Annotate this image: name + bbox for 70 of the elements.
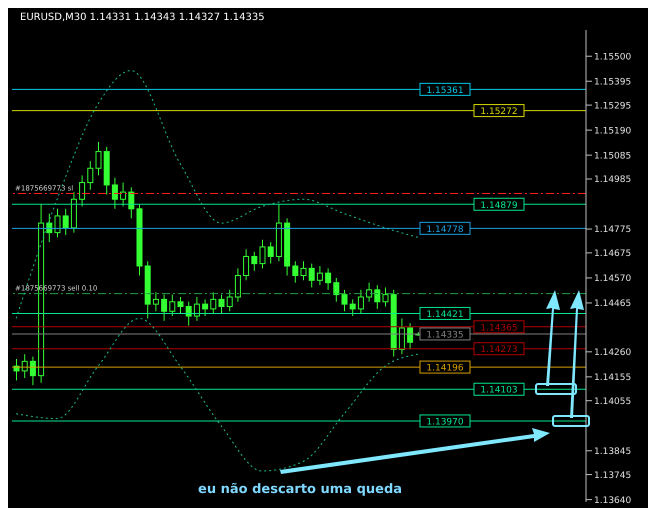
y-tick-label: 1.14985 xyxy=(594,175,632,186)
y-tick-label: 1.13640 xyxy=(594,496,632,506)
ref-line-label: 1.15361 xyxy=(426,86,464,96)
y-tick-label: 1.15190 xyxy=(594,126,632,136)
candlestick xyxy=(325,268,332,290)
candlestick xyxy=(152,292,159,312)
candlestick xyxy=(358,289,364,314)
ref-line-label: 1.13970 xyxy=(426,417,464,428)
y-tick-label: 1.14155 xyxy=(594,373,632,384)
y-tick-label: 1.13745 xyxy=(594,470,632,481)
candlestick xyxy=(218,294,224,314)
candlestick xyxy=(210,292,216,314)
ref-line-label: 1.14273 xyxy=(480,345,518,356)
candlestick xyxy=(268,242,274,264)
ref-line-label: 1.14365 xyxy=(480,323,518,334)
line-series xyxy=(16,318,418,472)
candlestick xyxy=(316,266,323,286)
candlestick xyxy=(54,208,60,238)
y-tick-label: 1.14465 xyxy=(594,299,632,310)
ref-line-label: 1.14778 xyxy=(426,224,464,235)
y-tick-label: 1.14775 xyxy=(594,225,632,236)
y-tick-label: 1.14675 xyxy=(594,249,632,260)
candlestick xyxy=(366,282,372,302)
y-tick-label: 1.13845 xyxy=(594,446,632,457)
ref-line-label: 1.14879 xyxy=(480,200,518,211)
candlestick xyxy=(300,260,306,281)
ref-line-label: 1.15272 xyxy=(480,107,518,118)
candlestick xyxy=(194,296,200,322)
candlestick xyxy=(342,289,348,312)
candlestick xyxy=(161,294,168,322)
candlestick xyxy=(260,239,266,269)
candlestick xyxy=(398,318,405,355)
candlestick xyxy=(407,322,414,350)
y-tick-label: 1.14570 xyxy=(594,274,632,284)
candlestick xyxy=(226,289,233,312)
candlestick xyxy=(22,354,28,379)
candlestick xyxy=(243,248,250,281)
candlestick xyxy=(186,301,192,326)
candlestick xyxy=(87,160,94,190)
candlestick xyxy=(308,263,315,288)
line-series xyxy=(16,70,418,319)
candlestick xyxy=(333,277,340,302)
ref-line-label: 1.14335 xyxy=(426,330,464,340)
y-tick-label: 1.15395 xyxy=(594,77,632,88)
y-tick-label: 1.15085 xyxy=(594,151,632,162)
candlestick xyxy=(234,268,241,302)
candlestick xyxy=(350,298,356,317)
candlestick xyxy=(30,356,36,386)
candlestick xyxy=(169,294,176,317)
y-tick-label: 1.14055 xyxy=(594,396,632,407)
candlestick xyxy=(128,186,134,219)
y-tick-label: 1.15500 xyxy=(594,52,632,62)
ref-line-label: 1.14196 xyxy=(426,364,464,374)
candlestick xyxy=(251,251,258,272)
candlestick xyxy=(120,182,126,207)
y-tick-label: 1.14260 xyxy=(594,348,632,358)
candlestick xyxy=(112,177,118,210)
candlestick xyxy=(374,284,380,310)
candlestick xyxy=(62,208,69,236)
candlestick xyxy=(79,174,86,207)
candlestick xyxy=(382,286,388,308)
candlestick xyxy=(292,260,298,284)
candlestick xyxy=(202,298,208,317)
candlestick xyxy=(96,142,102,176)
candlestick xyxy=(178,296,184,314)
annotation: eu não descarto uma queda xyxy=(198,482,402,497)
y-tick-label: 1.15295 xyxy=(594,101,632,112)
chart-title: EURUSD,M30 1.14331 1.14343 1.14327 1.14335 xyxy=(20,12,265,23)
ref-line-label: 1.14103 xyxy=(480,386,518,396)
ref-line-label: 1.14421 xyxy=(426,310,464,320)
